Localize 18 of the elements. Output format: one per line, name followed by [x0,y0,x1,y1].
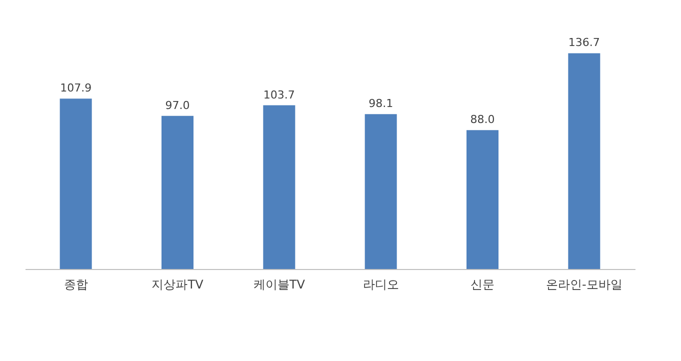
bar [466,130,498,269]
data-label: 107.9 [60,82,92,95]
data-label: 98.1 [368,97,394,110]
x-tick-label: 라디오 [362,278,399,292]
x-tick-label: 지상파TV [152,278,204,292]
data-label: 88.0 [470,113,495,126]
bar [60,98,92,269]
data-label: 136.7 [568,36,600,50]
bar [568,53,600,269]
data-label: 97.0 [165,98,190,112]
x-tick-label: 종합 [64,278,88,292]
bar [162,116,194,269]
x-tick-label: 온라인-모바일 [546,278,622,292]
bar [263,105,296,269]
bar [364,114,397,269]
x-tick-label: 신문 [470,278,494,292]
x-tick-label: 케이블TV [253,278,306,292]
data-label: 103.7 [263,88,295,102]
